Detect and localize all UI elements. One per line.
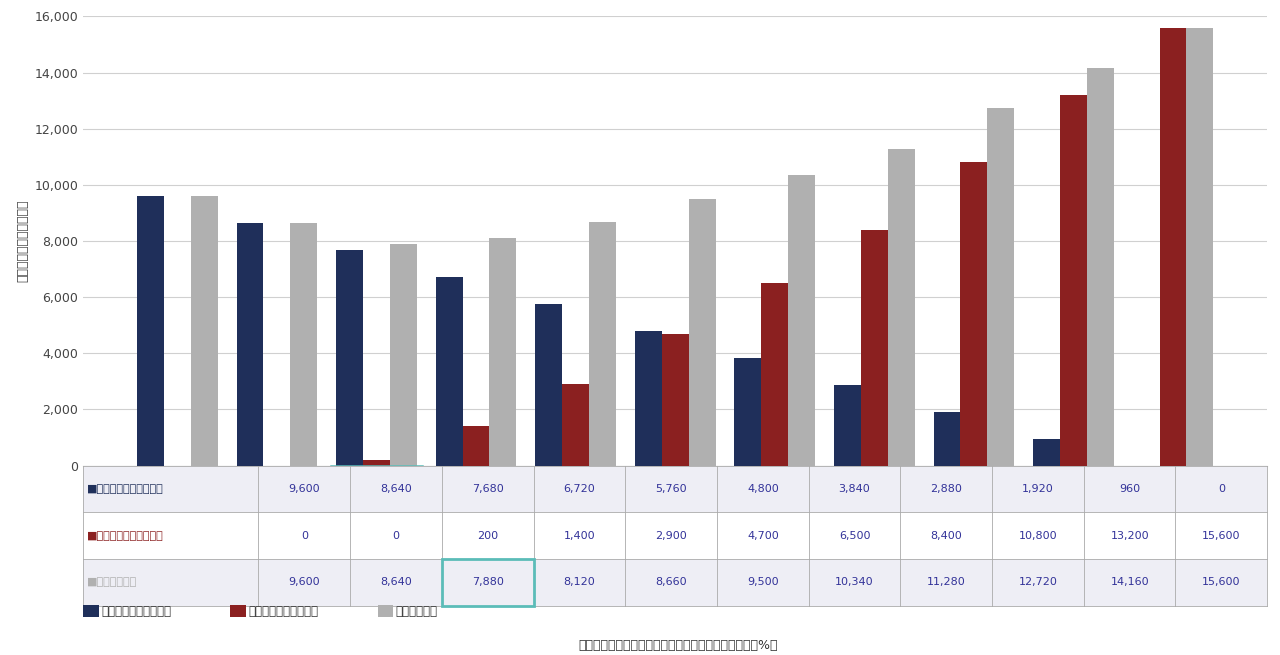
Bar bbox=[137, 196, 164, 466]
Text: 7,880: 7,880 bbox=[472, 578, 503, 588]
Bar bbox=[788, 176, 815, 466]
Text: 15,600: 15,600 bbox=[1202, 578, 1240, 588]
Text: 10,800: 10,800 bbox=[1019, 531, 1057, 540]
Text: 10,340: 10,340 bbox=[836, 578, 874, 588]
Text: 7,680: 7,680 bbox=[472, 484, 503, 494]
Bar bbox=[83, 466, 1267, 512]
Bar bbox=[1033, 439, 1060, 466]
Text: 0%: 0% bbox=[168, 513, 187, 526]
Text: 8,640: 8,640 bbox=[380, 578, 412, 588]
Text: 10,000: 10,000 bbox=[256, 486, 297, 498]
Text: 90%: 90% bbox=[1061, 513, 1087, 526]
Text: 13,200: 13,200 bbox=[1110, 531, 1149, 540]
Text: 2,900: 2,900 bbox=[655, 531, 687, 540]
Bar bbox=[1087, 68, 1114, 466]
Bar bbox=[933, 411, 960, 466]
Bar bbox=[1060, 95, 1087, 466]
Bar bbox=[960, 162, 987, 466]
Bar bbox=[330, 466, 422, 532]
Text: 0: 0 bbox=[393, 531, 399, 540]
Bar bbox=[762, 283, 788, 466]
Bar bbox=[888, 149, 915, 466]
Text: 30,000: 30,000 bbox=[456, 486, 497, 498]
Text: 3,840: 3,840 bbox=[838, 484, 870, 494]
Text: 2,880: 2,880 bbox=[931, 484, 963, 494]
Bar bbox=[1160, 28, 1187, 466]
Bar bbox=[191, 196, 218, 466]
Text: 横軸：配偶者の取得財産（千円）、配偶者相続割合（%）: 横軸：配偶者の取得財産（千円）、配偶者相続割合（%） bbox=[579, 639, 778, 652]
Text: 100%: 100% bbox=[1156, 513, 1189, 526]
Bar bbox=[83, 512, 1267, 559]
Text: 10%: 10% bbox=[264, 513, 289, 526]
Text: 9,600: 9,600 bbox=[288, 484, 320, 494]
Text: 40%: 40% bbox=[563, 513, 589, 526]
Bar bbox=[435, 277, 462, 466]
Text: 90,000: 90,000 bbox=[1053, 486, 1094, 498]
Bar bbox=[635, 331, 662, 466]
Text: 50%: 50% bbox=[662, 513, 689, 526]
Text: 一次相続時の納付税額: 一次相続時の納付税額 bbox=[101, 605, 172, 618]
Bar bbox=[237, 223, 264, 466]
Text: 70%: 70% bbox=[861, 513, 887, 526]
Bar bbox=[662, 333, 689, 466]
Text: 8,660: 8,660 bbox=[655, 578, 687, 588]
Text: 60%: 60% bbox=[762, 513, 787, 526]
Bar bbox=[442, 559, 534, 606]
Text: 40,000: 40,000 bbox=[556, 486, 596, 498]
Text: 8,400: 8,400 bbox=[931, 531, 963, 540]
Bar bbox=[535, 304, 562, 466]
Bar bbox=[589, 223, 616, 466]
Text: 60,000: 60,000 bbox=[754, 486, 795, 498]
Bar bbox=[337, 250, 364, 466]
Text: 80,000: 80,000 bbox=[954, 486, 995, 498]
Text: 20,000: 20,000 bbox=[356, 486, 397, 498]
Text: 5,760: 5,760 bbox=[655, 484, 687, 494]
Text: 70,000: 70,000 bbox=[854, 486, 895, 498]
Bar bbox=[689, 199, 716, 466]
Text: 960: 960 bbox=[1119, 484, 1140, 494]
Text: 6,500: 6,500 bbox=[838, 531, 870, 540]
Text: 50,000: 50,000 bbox=[655, 486, 695, 498]
Bar bbox=[390, 244, 417, 466]
Text: 200: 200 bbox=[477, 531, 498, 540]
Bar bbox=[489, 238, 516, 466]
Bar bbox=[291, 223, 317, 466]
Bar bbox=[364, 460, 390, 466]
Text: 4,800: 4,800 bbox=[748, 484, 778, 494]
Text: ■納付税額合計: ■納付税額合計 bbox=[87, 578, 137, 588]
Text: 15,600: 15,600 bbox=[1202, 531, 1240, 540]
Text: 14,160: 14,160 bbox=[1110, 578, 1149, 588]
Bar bbox=[83, 559, 1267, 606]
Text: 1,400: 1,400 bbox=[563, 531, 595, 540]
Text: 30%: 30% bbox=[463, 513, 489, 526]
Text: 9,500: 9,500 bbox=[748, 578, 778, 588]
Text: 二次相続時の納付税額: 二次相続時の納付税額 bbox=[248, 605, 319, 618]
Text: 0: 0 bbox=[301, 531, 307, 540]
Y-axis label: 縦軸：納付税額（千円）: 縦軸：納付税額（千円） bbox=[15, 200, 29, 282]
Text: 9,600: 9,600 bbox=[288, 578, 320, 588]
Text: 納付税額合計: 納付税額合計 bbox=[396, 605, 438, 618]
Bar bbox=[462, 426, 489, 466]
Text: 100,000: 100,000 bbox=[1149, 486, 1197, 498]
Text: 0: 0 bbox=[1217, 484, 1225, 494]
Text: 12,720: 12,720 bbox=[1019, 578, 1057, 588]
Text: 20%: 20% bbox=[364, 513, 389, 526]
Bar bbox=[562, 384, 589, 466]
Text: 80%: 80% bbox=[961, 513, 987, 526]
Text: 4,700: 4,700 bbox=[748, 531, 778, 540]
Text: ■一次相続時の納付税額: ■一次相続時の納付税額 bbox=[87, 484, 164, 494]
Bar bbox=[735, 358, 762, 466]
Text: 8,640: 8,640 bbox=[380, 484, 412, 494]
Bar bbox=[861, 230, 888, 466]
Text: 0: 0 bbox=[174, 486, 180, 498]
Text: ■二次相続時の納付税額: ■二次相続時の納付税額 bbox=[87, 531, 164, 540]
Text: 1,920: 1,920 bbox=[1021, 484, 1053, 494]
Text: 6,720: 6,720 bbox=[563, 484, 595, 494]
Text: 11,280: 11,280 bbox=[927, 578, 965, 588]
Bar bbox=[987, 109, 1014, 466]
Bar bbox=[1187, 28, 1213, 466]
Text: 8,120: 8,120 bbox=[563, 578, 595, 588]
Bar bbox=[835, 384, 861, 466]
